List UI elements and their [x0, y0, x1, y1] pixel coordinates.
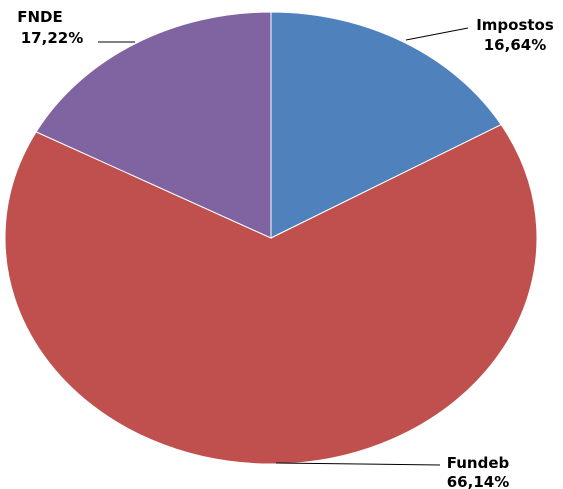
pie-slices — [4, 11, 538, 465]
pie-slice-fnde — [35, 11, 272, 239]
slice-value-fnde: 17,22% — [21, 29, 83, 47]
slice-name-fnde: FNDE — [17, 8, 63, 26]
pie-slice-fundeb — [4, 124, 538, 465]
leader-line-impostos — [405, 27, 469, 41]
slice-value-fundeb: 66,14% — [447, 473, 509, 489]
pie-slice-impostos — [270, 11, 502, 239]
slice-label-fnde: FNDE 17,22% — [17, 8, 135, 47]
slice-label-fundeb: Fundeb 66,14% — [275, 454, 510, 489]
slice-label-impostos: Impostos 16,64% — [405, 16, 554, 54]
slice-value-impostos: 16,64% — [484, 36, 546, 54]
leader-line-fundeb — [275, 462, 441, 466]
slice-name-fundeb: Fundeb — [447, 454, 510, 472]
slice-name-impostos: Impostos — [476, 16, 554, 34]
